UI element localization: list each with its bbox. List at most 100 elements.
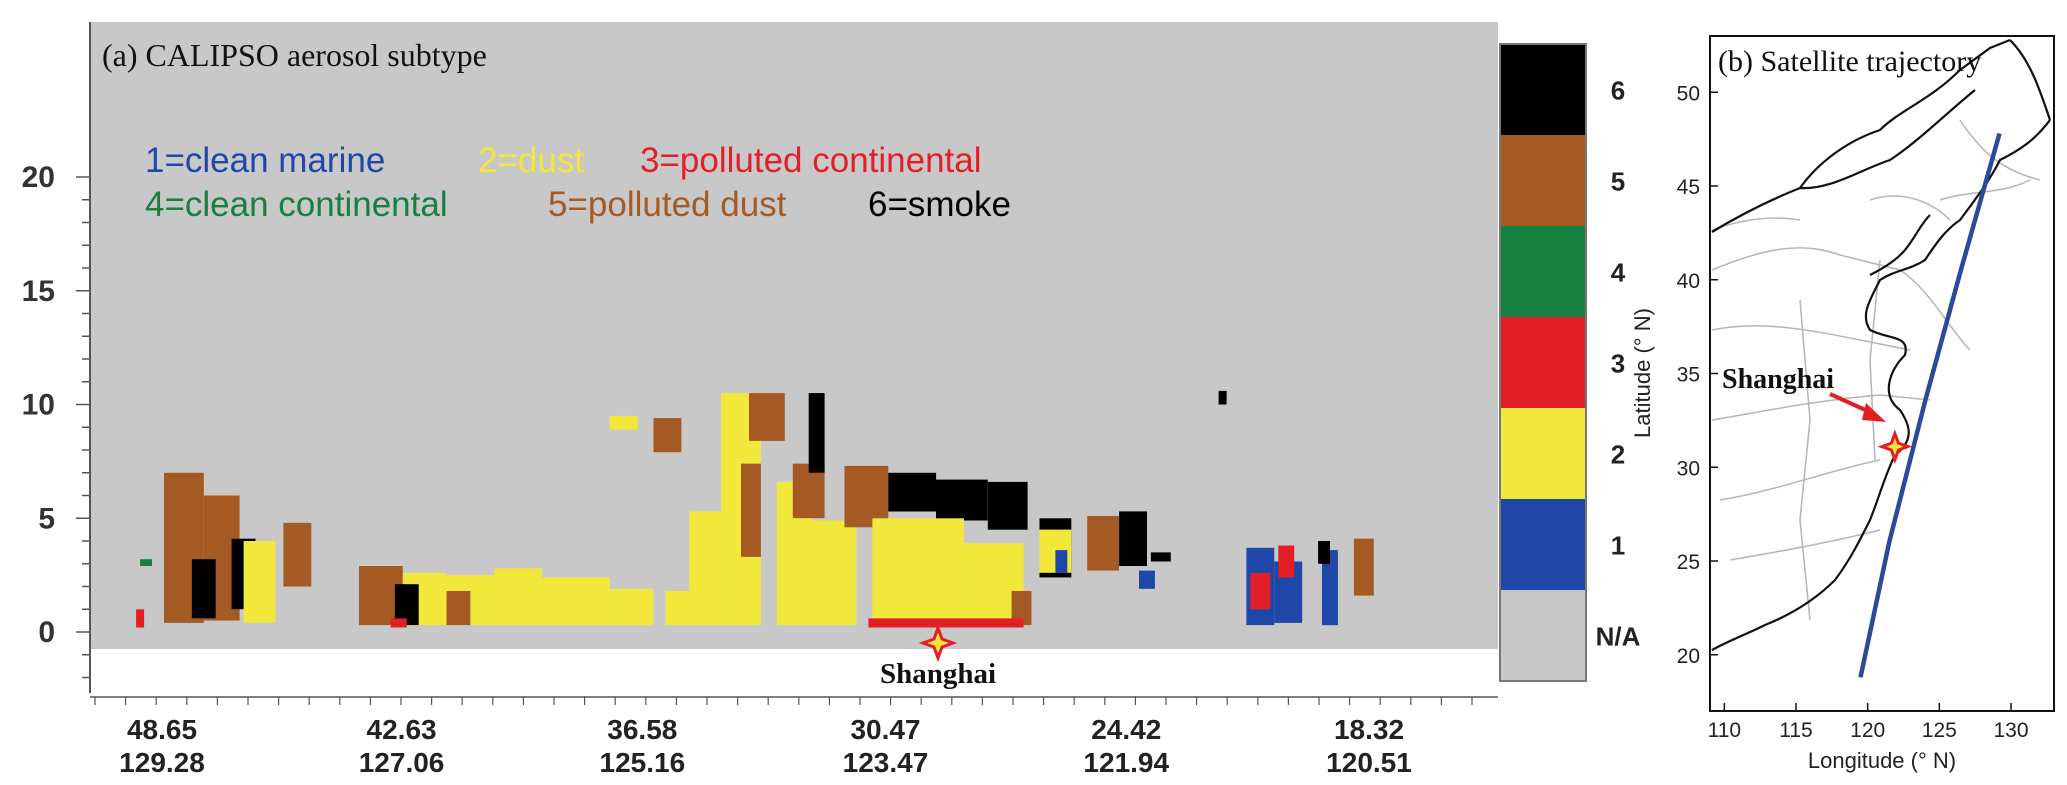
map-y-tick-label: 40 bbox=[1677, 270, 1700, 293]
shanghai-marker-a: Shanghai bbox=[880, 623, 996, 690]
shanghai-arrow-head-icon bbox=[1862, 403, 1886, 422]
colorbar-swatch bbox=[1500, 226, 1586, 317]
coastline bbox=[1711, 38, 2052, 651]
aerosol-patch bbox=[1011, 591, 1032, 626]
legend-entry: 4=clean continental bbox=[145, 185, 448, 224]
aerosol-patch bbox=[749, 393, 785, 441]
colorbar-label: 1 bbox=[1611, 531, 1625, 561]
colorbar-swatch bbox=[1500, 44, 1586, 135]
province-borders bbox=[1711, 119, 2041, 621]
subtype-legend: 1=clean marine 2=dust 3=polluted continent… bbox=[145, 141, 1011, 224]
aerosol-patch bbox=[808, 393, 825, 473]
aerosol-patch bbox=[136, 609, 145, 628]
map-y-ticks: 20 25 30 35 40 45 50 bbox=[1677, 82, 1718, 668]
y-tick-label: 0 bbox=[38, 616, 55, 649]
aerosol-patch bbox=[844, 465, 889, 528]
x-tick-lon-label: 120.51 bbox=[1326, 747, 1412, 778]
aerosol-patch bbox=[1055, 550, 1068, 573]
aerosol-patches bbox=[136, 390, 1374, 628]
colorbar-swatch bbox=[1500, 135, 1586, 226]
shanghai-label-a: Shanghai bbox=[880, 658, 996, 690]
map-x-tick-label: 120 bbox=[1850, 719, 1885, 742]
aerosol-patch bbox=[1150, 552, 1171, 562]
aerosol-patch bbox=[1318, 541, 1330, 564]
x-tick-lat-label: 24.42 bbox=[1091, 714, 1161, 745]
y-tick-label: 5 bbox=[38, 502, 55, 535]
aerosol-patch bbox=[868, 618, 1024, 628]
aerosol-patch bbox=[653, 418, 682, 453]
map-y-axis-label: Latitude (° N) bbox=[1630, 308, 1655, 438]
y-tick-label: 15 bbox=[22, 275, 55, 308]
y-tick-label: 10 bbox=[22, 389, 55, 422]
plot-a-surface-band bbox=[90, 649, 1498, 693]
colorbar-swatch bbox=[1500, 499, 1586, 590]
aerosol-patch bbox=[1119, 511, 1147, 566]
aerosol-patch bbox=[1322, 550, 1338, 626]
colorbar-label: 6 bbox=[1611, 76, 1625, 106]
legend-entry: 6=smoke bbox=[868, 185, 1011, 224]
y-axis-ticks: 0 5 10 15 20 bbox=[22, 161, 90, 679]
colorbar-swatch bbox=[1500, 408, 1586, 499]
x-tick-lat-label: 48.65 bbox=[127, 714, 197, 745]
aerosol-patch bbox=[872, 518, 964, 626]
aerosol-patch bbox=[987, 481, 1028, 530]
x-tick-lon-label: 129.28 bbox=[119, 747, 205, 778]
aerosol-patch bbox=[609, 588, 654, 626]
map-y-tick-label: 30 bbox=[1677, 457, 1700, 480]
colorbar-swatch bbox=[1500, 590, 1586, 681]
shanghai-star-icon bbox=[918, 623, 958, 663]
aerosol-patch bbox=[792, 520, 857, 626]
map-x-tick-label: 130 bbox=[1993, 719, 2028, 742]
colorbar-label: 5 bbox=[1611, 167, 1625, 197]
satellite-track bbox=[1858, 132, 2002, 678]
y-tick-label: 20 bbox=[22, 161, 55, 194]
map-x-axis-label: Longitude (° N) bbox=[1808, 748, 1956, 773]
map-x-tick-label: 125 bbox=[1922, 719, 1957, 742]
map-y-tick-label: 35 bbox=[1677, 364, 1700, 387]
map-x-ticks: 110 115 120 125 130 bbox=[1708, 703, 2029, 742]
map-x-tick-label: 110 bbox=[1708, 719, 1741, 742]
x-tick-lon-label: 121.94 bbox=[1083, 747, 1169, 778]
aerosol-patch bbox=[689, 511, 722, 626]
aerosol-patch bbox=[1250, 572, 1271, 610]
colorbar-label: N/A bbox=[1596, 622, 1641, 652]
colorbar-label: 3 bbox=[1611, 349, 1625, 379]
x-tick-lon-label: 125.16 bbox=[600, 747, 686, 778]
legend-entry: 2=dust bbox=[478, 141, 584, 180]
aerosol-patch bbox=[542, 577, 610, 626]
x-tick-lat-label: 42.63 bbox=[367, 714, 437, 745]
aerosol-patch bbox=[494, 568, 543, 626]
aerosol-patch bbox=[741, 463, 761, 557]
x-tick-lat-label: 30.47 bbox=[850, 714, 920, 745]
aerosol-patch bbox=[140, 559, 152, 566]
aerosol-patch bbox=[394, 584, 419, 626]
x-tick-lat-label: 36.58 bbox=[607, 714, 677, 745]
aerosol-patch bbox=[191, 559, 216, 619]
colorbar-label: 2 bbox=[1611, 440, 1625, 470]
shanghai-star-icon-b bbox=[1877, 429, 1913, 464]
panel-b-title: (b) Satellite trajectory bbox=[1718, 45, 1981, 78]
colorbar-swatch bbox=[1500, 317, 1586, 408]
aerosol-patch bbox=[936, 479, 988, 521]
aerosol-patch bbox=[1218, 390, 1227, 405]
colorbar: 6 5 4 3 2 1 N/A bbox=[1499, 43, 1641, 682]
x-tick-lat-label: 18.32 bbox=[1334, 714, 1404, 745]
aerosol-patch bbox=[1087, 516, 1119, 571]
x-tick-lon-label: 127.06 bbox=[359, 747, 445, 778]
colorbar-border bbox=[1499, 43, 1587, 682]
shanghai-label-b: Shanghai bbox=[1722, 364, 1834, 395]
map-y-tick-label: 45 bbox=[1677, 176, 1700, 199]
map-y-tick-label: 20 bbox=[1677, 645, 1700, 668]
legend-entry: 1=clean marine bbox=[145, 141, 385, 180]
legend-entry: 5=polluted dust bbox=[548, 185, 787, 224]
aerosol-patch bbox=[1353, 538, 1374, 596]
colorbar-label: 4 bbox=[1611, 258, 1626, 288]
map-y-tick-label: 25 bbox=[1677, 551, 1700, 574]
aerosol-patch bbox=[243, 541, 276, 623]
aerosol-patch bbox=[888, 472, 937, 512]
map-y-tick-label: 50 bbox=[1677, 82, 1700, 105]
